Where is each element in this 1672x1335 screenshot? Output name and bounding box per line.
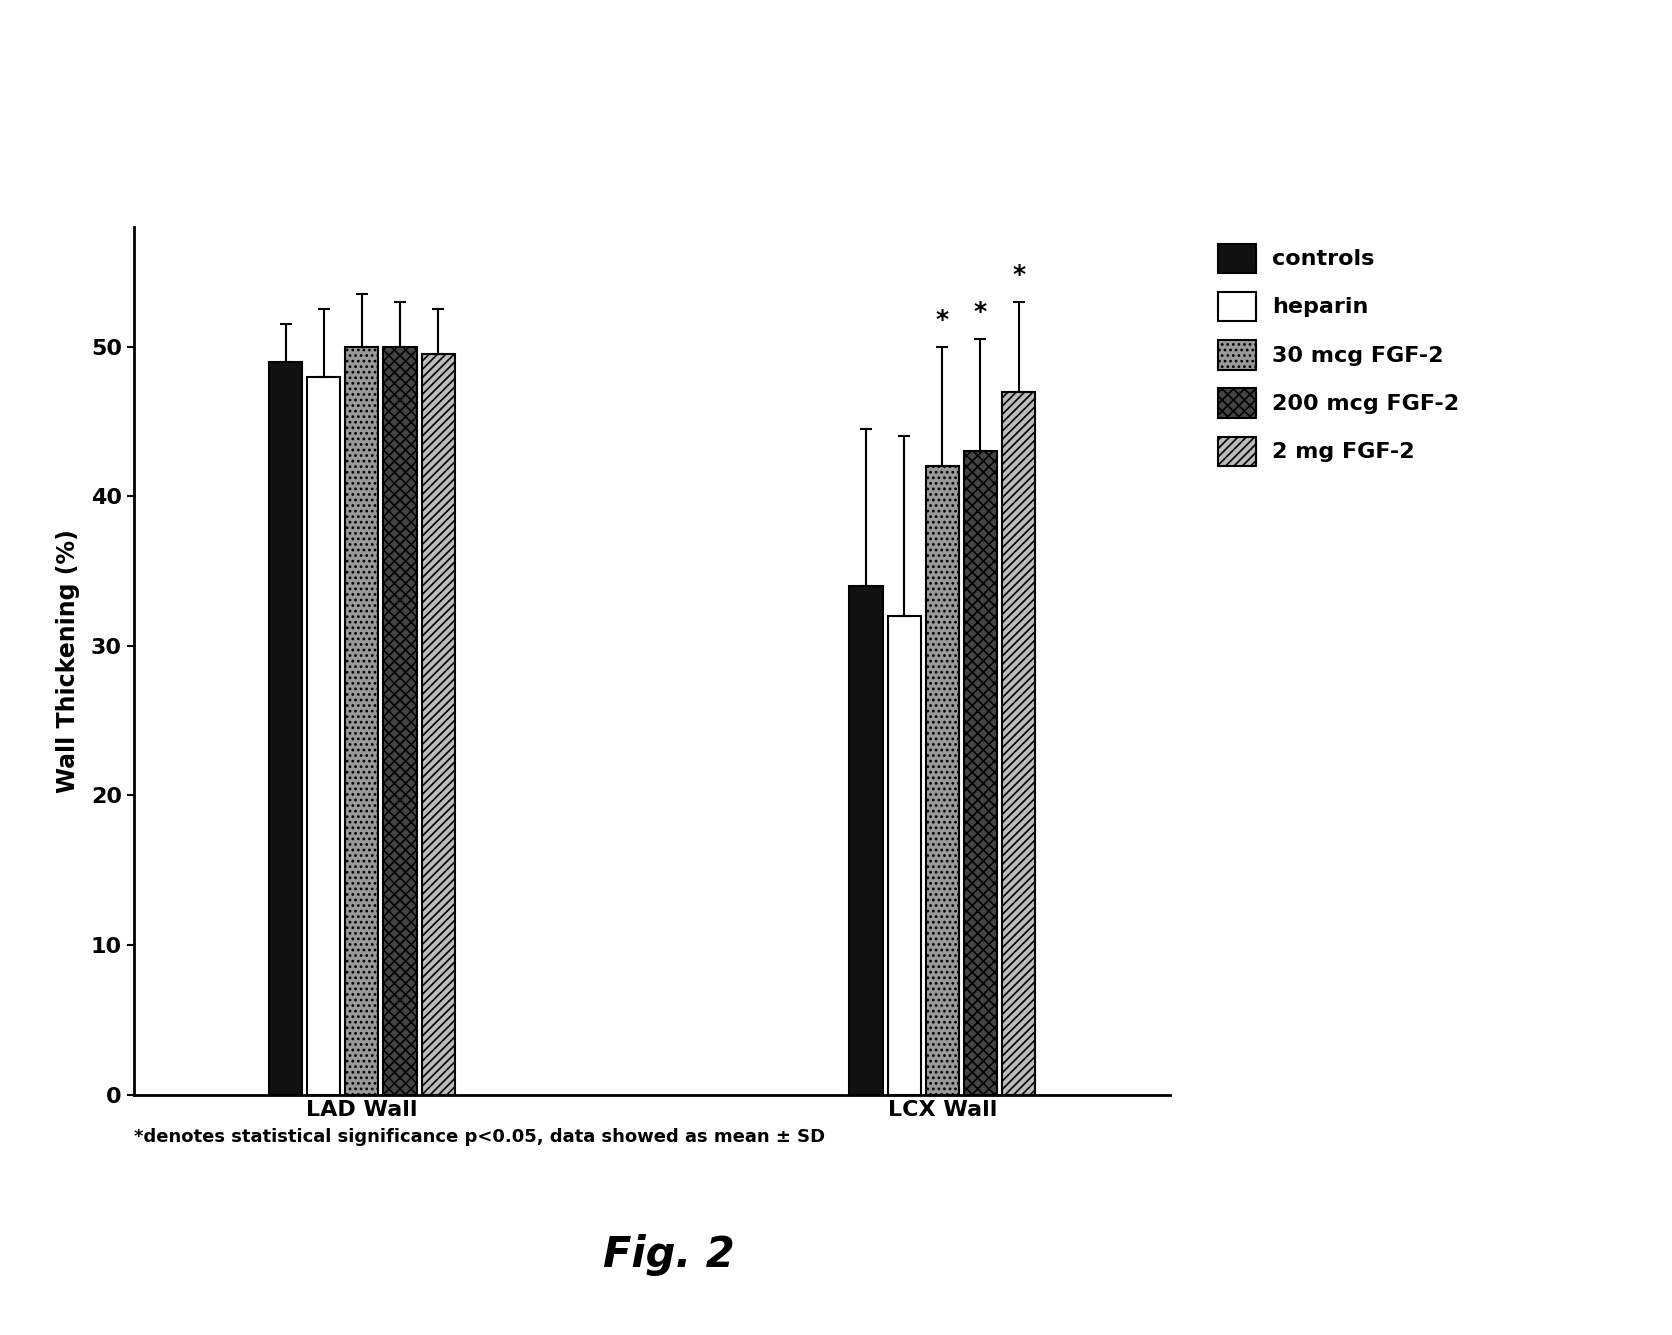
Bar — [849, 586, 883, 1095]
Bar — [888, 615, 921, 1095]
Y-axis label: Wall Thickening (%): Wall Thickening (%) — [55, 529, 80, 793]
Text: Fig. 2: Fig. 2 — [604, 1234, 734, 1276]
Bar — [1002, 391, 1035, 1095]
Text: *denotes statistical significance p<0.05, data showed as mean ± SD: *denotes statistical significance p<0.05… — [134, 1128, 824, 1145]
Bar — [383, 347, 416, 1095]
Bar — [421, 354, 455, 1095]
Bar — [269, 362, 303, 1095]
Legend: controls, heparin, 30 mcg FGF-2, 200 mcg FGF-2, 2 mg FGF-2: controls, heparin, 30 mcg FGF-2, 200 mcg… — [1212, 238, 1466, 473]
Bar — [926, 466, 960, 1095]
Bar — [344, 347, 378, 1095]
Bar — [308, 376, 341, 1095]
Bar — [963, 451, 997, 1095]
Text: *: * — [1012, 263, 1025, 287]
Text: *: * — [973, 300, 986, 324]
Text: *: * — [936, 307, 950, 331]
